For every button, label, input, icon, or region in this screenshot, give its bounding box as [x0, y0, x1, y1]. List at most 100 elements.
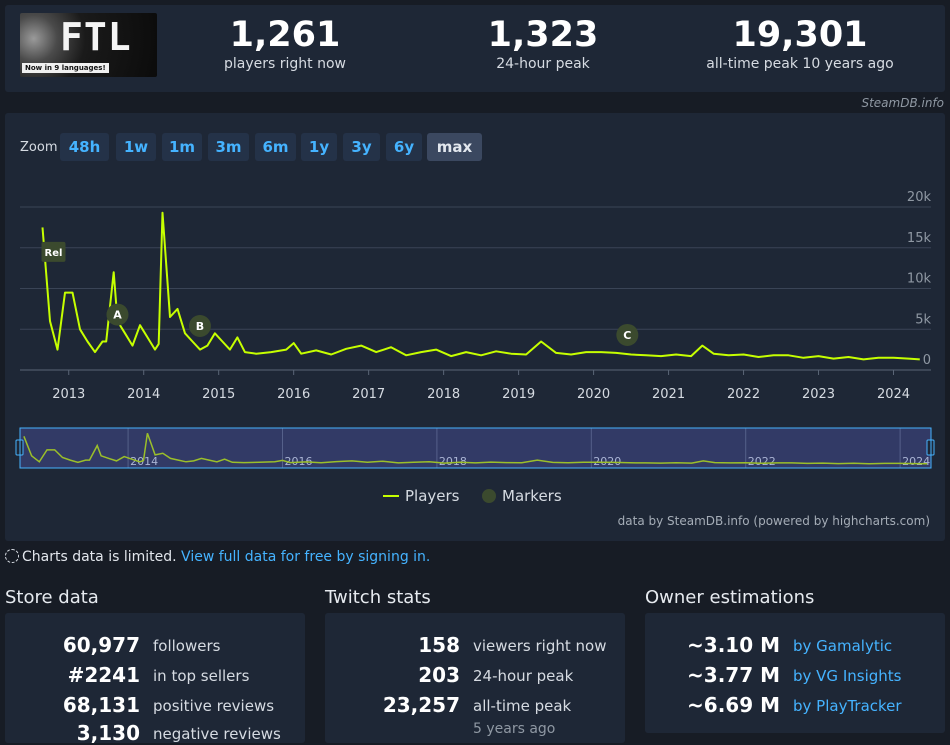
store-value: 3,130 [76, 721, 140, 745]
twitch-value: 158 [418, 633, 460, 657]
zoom-button-1y[interactable]: 1y [301, 133, 337, 161]
twitch-value: 23,257 [382, 693, 460, 717]
twitch-row-all-time-peak: 23,257 all-time peak [325, 693, 571, 717]
game-logo[interactable]: FTL Now in 9 languages! [20, 13, 157, 77]
x-tick-label: 2023 [802, 387, 835, 402]
marker-dot [616, 323, 639, 346]
y-tick-label: 15k [907, 231, 932, 246]
legend-markers[interactable]: Markers [482, 487, 562, 505]
zoom-button-3m[interactable]: 3m [208, 133, 249, 161]
navigator-background [20, 428, 931, 468]
stat-value: 1,261 [229, 15, 341, 55]
markers-dot-icon [482, 489, 496, 503]
vg-insights-link[interactable]: by VG Insights [793, 667, 902, 685]
twitch-row-24h-peak: 203 24-hour peak [325, 663, 573, 687]
twitch-label: 24-hour peak [473, 667, 574, 685]
owner-value: ~3.10 M [687, 633, 780, 657]
limited-text: Charts data is limited. [22, 549, 177, 565]
x-tick-label: 2017 [352, 387, 385, 402]
zoom-button-1m[interactable]: 1m [162, 133, 202, 161]
navigator-label: 2022 [748, 455, 776, 468]
x-tick-label: 2014 [127, 387, 160, 402]
marker-label: A [113, 309, 122, 322]
owner-value: ~6.69 M [687, 693, 780, 717]
twitch-peak-ago: 5 years ago [473, 719, 613, 741]
marker-label: B [196, 320, 204, 333]
legend-players-label: Players [405, 487, 460, 505]
stat-value: 19,301 [732, 15, 868, 55]
limited-notice: Charts data is limited. View full data f… [5, 549, 430, 565]
twitch-stats-title: Twitch stats [325, 587, 431, 608]
zoom-button-max[interactable]: max [427, 133, 482, 161]
marker-label: C [623, 329, 631, 342]
marker-c: C [616, 323, 639, 346]
logo-title: FTL [60, 15, 132, 59]
zoom-button-6m[interactable]: 6m [255, 133, 296, 161]
x-tick-label: 2018 [427, 387, 460, 402]
navigator-label: 2018 [439, 455, 467, 468]
marker-flag [41, 241, 66, 262]
x-tick-label: 2021 [652, 387, 685, 402]
twitch-value: 203 [418, 663, 460, 687]
players-line-icon [383, 495, 399, 497]
twitch-label: all-time peak [473, 697, 572, 715]
player-count-chart[interactable]: 0 5k 10k 15k 20k 2013 2014 2015 2016 2017 2018 2019… [5, 113, 945, 483]
y-tick-label: 20k [907, 190, 932, 205]
sign-in-link[interactable]: View full data for free by signing in. [181, 549, 431, 565]
legend-markers-label: Markers [502, 487, 562, 505]
header-panel: FTL Now in 9 languages! 1,261 players ri… [5, 5, 945, 92]
marker-dot [106, 303, 129, 326]
gamalytic-link[interactable]: by Gamalytic [793, 637, 893, 655]
store-value: 60,977 [62, 633, 140, 657]
marker-b: B [188, 314, 211, 337]
twitch-stats-box: 158 viewers right now 203 24-hour peak 2… [325, 613, 625, 743]
x-tick-label: 2022 [727, 387, 760, 402]
store-value: #2241 [67, 663, 140, 687]
players-series-line [41, 211, 920, 361]
store-row-positive-reviews: 68,131 positive reviews [5, 693, 274, 717]
chart-footnote[interactable]: data by SteamDB.info (powered by highcha… [617, 514, 930, 528]
twitch-peak-ago-text: 5 years ago [473, 721, 556, 737]
legend-players[interactable]: Players [383, 487, 460, 505]
marker-dot [188, 314, 211, 337]
chart-panel: Zoom 48h 1w 1m 3m 6m 1y 3y 6y max 0 5k 10k… [5, 113, 945, 541]
dashed-circle-icon [5, 549, 19, 563]
steamdb-credit[interactable]: SteamDB.info [861, 96, 944, 110]
marker-a: A [106, 303, 129, 326]
x-tick-label: 2015 [202, 387, 235, 402]
x-tick-label: 2024 [877, 387, 910, 402]
zoom-button-6y[interactable]: 6y [386, 133, 422, 161]
stat-all-time-peak: 19,301 all-time peak 10 years ago [695, 15, 905, 72]
zoom-button-1w[interactable]: 1w [116, 133, 156, 161]
navigator-label: 2014 [130, 455, 158, 468]
x-tick-label: 2016 [277, 387, 310, 402]
owner-estimations-box: ~3.10 M by Gamalytic ~3.77 M by VG Insig… [645, 613, 945, 733]
playtracker-link[interactable]: by PlayTracker [793, 697, 902, 715]
y-tick-label: 0 [923, 353, 931, 368]
stat-label: all-time peak 10 years ago [706, 56, 894, 72]
stat-players-now: 1,261 players right now [205, 15, 365, 72]
owner-estimations-title: Owner estimations [645, 587, 815, 608]
store-row-negative-reviews: 3,130 negative reviews [5, 721, 281, 745]
navigator-series-line [23, 432, 928, 465]
owner-value: ~3.77 M [687, 663, 780, 687]
zoom-label: Zoom [20, 140, 58, 155]
twitch-label: viewers right now [473, 637, 607, 655]
marker-rel: Rel [41, 241, 66, 262]
owner-row-playtracker: ~6.69 M by PlayTracker [645, 693, 902, 717]
store-label: in top sellers [153, 667, 250, 685]
x-tick-label: 2013 [52, 387, 85, 402]
x-tick-label: 2019 [502, 387, 535, 402]
store-data-box: 60,977 followers #2241 in top sellers 68… [5, 613, 305, 745]
store-data-title: Store data [5, 587, 99, 608]
store-label: negative reviews [153, 725, 281, 743]
stat-label: players right now [224, 56, 346, 72]
x-tick-label: 2020 [577, 387, 610, 402]
navigator-label: 2020 [593, 455, 621, 468]
stat-label: 24-hour peak [496, 56, 590, 72]
zoom-button-48h[interactable]: 48h [60, 133, 109, 161]
store-label: followers [153, 637, 221, 655]
owner-row-vg-insights: ~3.77 M by VG Insights [645, 663, 901, 687]
zoom-button-3y[interactable]: 3y [343, 133, 380, 161]
store-value: 68,131 [62, 693, 140, 717]
